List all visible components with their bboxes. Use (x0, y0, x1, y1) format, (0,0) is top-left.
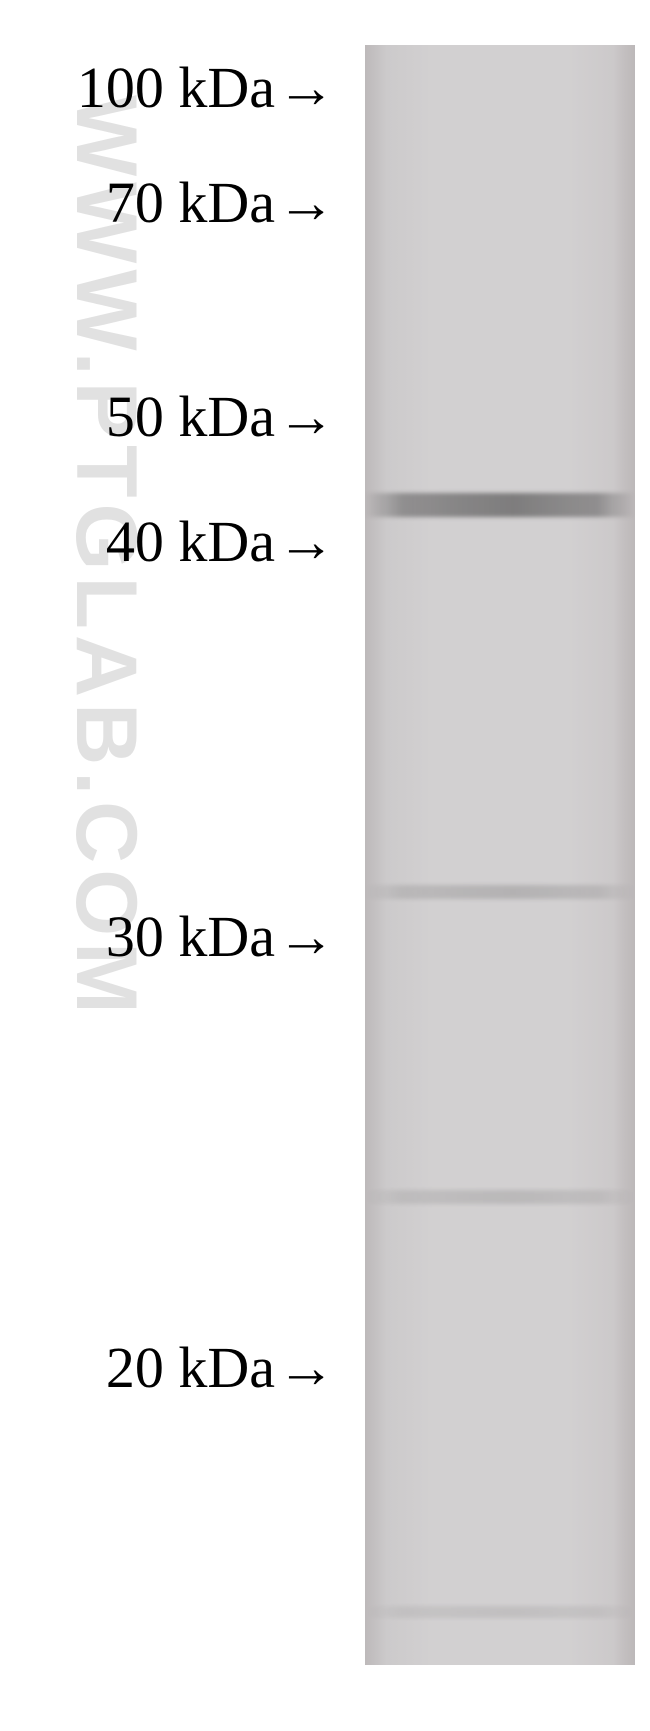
lane-background (365, 45, 635, 1665)
blot-figure: WWW.PTGLAB.COM 100 kDa→ 70 kDa→ 50 kDa→ … (0, 0, 650, 1731)
blot-lane (365, 45, 635, 1665)
marker-30kda: 30 kDa→ (0, 908, 335, 966)
band-faint-3 (365, 1606, 635, 1618)
arrow-icon: → (277, 513, 335, 571)
arrow-icon: → (277, 174, 335, 232)
marker-label-text: 20 kDa (106, 1339, 275, 1397)
band-faint-1 (365, 885, 635, 899)
marker-50kda: 50 kDa→ (0, 388, 335, 446)
marker-label-text: 50 kDa (106, 388, 275, 446)
marker-label-text: 40 kDa (106, 513, 275, 571)
marker-100kda: 100 kDa→ (0, 59, 335, 117)
arrow-icon: → (277, 908, 335, 966)
band-40kda-main (365, 493, 635, 517)
marker-40kda: 40 kDa→ (0, 513, 335, 571)
arrow-icon: → (277, 59, 335, 117)
marker-20kda: 20 kDa→ (0, 1339, 335, 1397)
marker-label-text: 70 kDa (106, 174, 275, 232)
marker-label-text: 100 kDa (77, 59, 275, 117)
marker-label-text: 30 kDa (106, 908, 275, 966)
band-faint-2 (365, 1190, 635, 1204)
arrow-icon: → (277, 388, 335, 446)
arrow-icon: → (277, 1339, 335, 1397)
marker-70kda: 70 kDa→ (0, 174, 335, 232)
